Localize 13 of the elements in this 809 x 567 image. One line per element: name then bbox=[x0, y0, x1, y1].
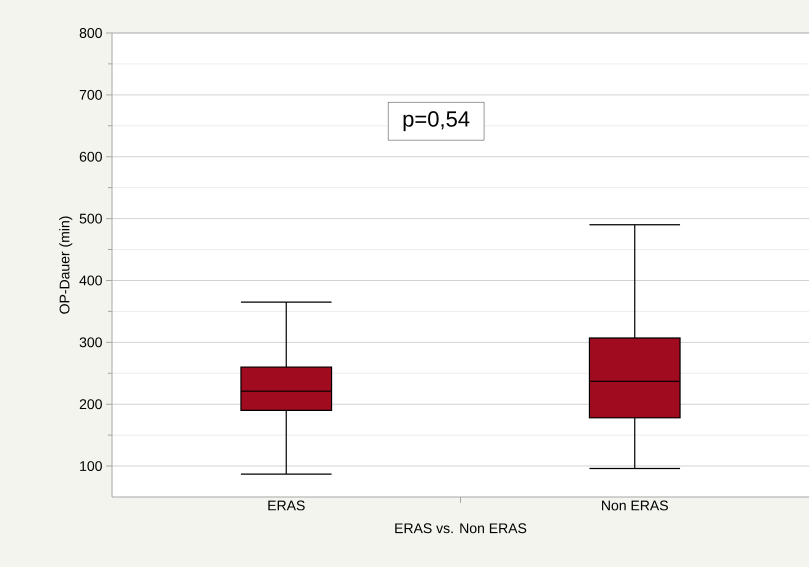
x-tick-label: Non ERAS bbox=[602, 500, 668, 510]
x-tick-label: ERAS bbox=[268, 500, 305, 510]
annotation: p=0,54 bbox=[404, 111, 470, 132]
y-tick-label: 400 bbox=[79, 275, 102, 286]
y-axis-title: OP-Dauer (min) bbox=[59, 216, 72, 314]
y-tick-label: 800 bbox=[80, 28, 102, 38]
y-tick-label: 200 bbox=[80, 399, 102, 410]
y-tick-label: 100 bbox=[80, 461, 102, 472]
y-tick-label: 600 bbox=[80, 152, 102, 162]
x-axis-title: ERAS vs. Non ERAS bbox=[395, 523, 526, 534]
y-tick-label: 700 bbox=[80, 90, 102, 100]
y-tick-label: 300 bbox=[80, 337, 102, 348]
y-tick-label: 500 bbox=[80, 214, 102, 224]
